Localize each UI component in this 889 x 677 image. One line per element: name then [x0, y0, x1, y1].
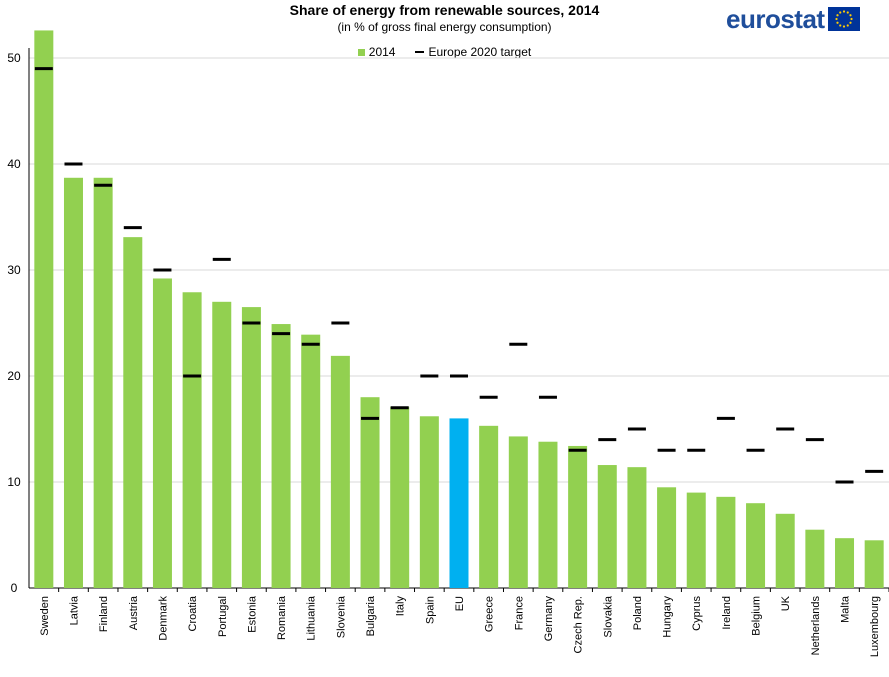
bar-belgium [746, 503, 766, 588]
bar-eu [449, 418, 469, 588]
flag-star [835, 21, 839, 24]
x-tick-label: Lithuania [306, 595, 318, 641]
bar-greece [479, 425, 499, 588]
x-tick-label: Sweden [39, 596, 51, 636]
legend: 2014 Europe 2020 target [0, 45, 889, 59]
x-tick-label: Finland [98, 596, 110, 632]
bar-cyprus [686, 492, 706, 588]
y-tick-label: 50 [7, 51, 21, 65]
x-tick-label: Belgium [751, 596, 763, 636]
eurostat-logo: eurostat [726, 5, 860, 33]
x-tick-label: Germany [543, 596, 555, 642]
x-tick-label: EU [454, 596, 466, 611]
y-tick-label: 10 [7, 475, 21, 489]
bar-slovakia [597, 465, 617, 588]
x-tick-label: Ireland [721, 596, 733, 630]
bar-spain [419, 416, 439, 588]
x-tick-label: France [513, 596, 525, 630]
chart-subtitle: (in % of gross final energy consumption) [337, 20, 552, 34]
flag-star [842, 10, 845, 13]
x-tick-label: Czech Rep. [573, 596, 585, 653]
flag-star [835, 14, 839, 17]
bar-ireland [716, 496, 736, 588]
x-tick-label: Netherlands [810, 596, 822, 656]
x-tick-label: Malta [840, 595, 852, 623]
flag-star [842, 25, 845, 28]
x-tick-label: Cyprus [691, 596, 703, 631]
bar-uk [775, 513, 795, 588]
chart-title: Share of energy from renewable sources, … [289, 2, 600, 18]
flag-star [849, 17, 853, 21]
flag-star [834, 17, 838, 21]
x-tick-label: UK [780, 595, 792, 611]
legend-label-target: Europe 2020 target [428, 45, 532, 59]
x-tick-label: Italy [395, 596, 407, 617]
x-tick-label: Hungary [662, 596, 674, 638]
flag-star [838, 24, 841, 27]
bar-poland [627, 467, 647, 588]
bar-germany [538, 441, 558, 588]
x-tick-label: Slovenia [335, 595, 347, 638]
bar-croatia [182, 292, 202, 588]
bar-denmark [152, 278, 172, 588]
bar-netherlands [805, 529, 825, 588]
eu-flag-icon [827, 7, 860, 31]
y-tick-label: 20 [7, 369, 21, 383]
bar-czech-rep- [568, 445, 588, 588]
x-tick-label: Romania [276, 595, 288, 640]
bar-malta [835, 538, 855, 588]
bar-luxembourg [864, 540, 884, 588]
legend-swatch-bar [357, 48, 365, 56]
legend-item-2014: 2014 [357, 45, 396, 59]
flag-star [848, 14, 852, 17]
bar-austria [123, 237, 143, 588]
bar-france [508, 436, 528, 588]
x-tick-label: Latvia [68, 595, 80, 625]
flag-star [848, 21, 852, 24]
bar-estonia [241, 307, 261, 588]
bar-sweden [34, 30, 54, 588]
legend-item-target: Europe 2020 target [415, 45, 531, 59]
legend-label-2014: 2014 [368, 45, 396, 59]
x-tick-label: Portugal [217, 596, 229, 637]
x-tick-label: Croatia [187, 595, 199, 631]
bar-italy [390, 406, 410, 588]
bar-slovenia [330, 355, 350, 588]
y-tick-label: 30 [7, 263, 21, 277]
x-tick-label: Bulgaria [365, 595, 377, 636]
bar-romania [271, 324, 291, 588]
y-tick-label: 40 [7, 157, 21, 171]
x-tick-label: Slovakia [602, 595, 614, 637]
bar-portugal [212, 301, 232, 588]
x-tick-label: Greece [484, 596, 496, 632]
bar-latvia [63, 177, 83, 588]
x-tick-label: Austria [128, 595, 140, 630]
flag-star [846, 24, 849, 27]
x-tick-label: Poland [632, 596, 644, 630]
legend-swatch-line [415, 51, 425, 53]
bar-lithuania [301, 334, 321, 588]
flag-star [846, 11, 849, 14]
x-tick-label: Estonia [246, 595, 258, 633]
flag-star [838, 11, 841, 14]
bar-finland [93, 177, 113, 588]
x-tick-label: Denmark [157, 596, 169, 641]
bar-bulgaria [360, 397, 380, 588]
y-tick-label: 0 [11, 581, 18, 595]
bar-hungary [657, 487, 677, 588]
x-tick-label: Spain [424, 596, 436, 624]
x-tick-label: Luxembourg [869, 596, 881, 657]
logo-text: eurostat [726, 4, 825, 34]
